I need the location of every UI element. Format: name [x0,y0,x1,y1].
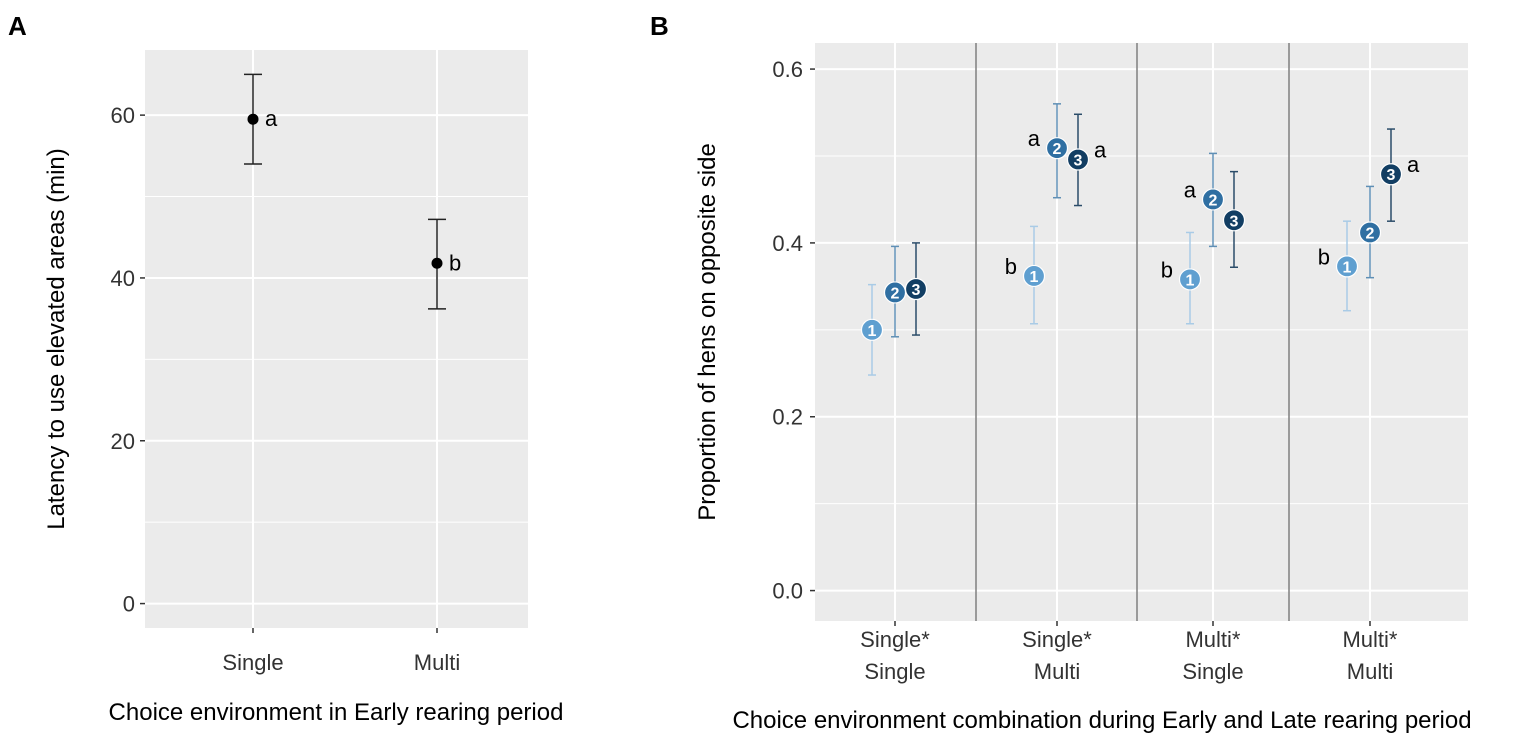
data-point-b-series-1 [860,318,884,341]
significance-letter-b: a [1407,152,1420,177]
data-point-b-series-3 [1222,209,1246,232]
data-point-b-series-3 [1379,163,1403,186]
significance-letter-b: b [1318,244,1330,269]
data-point-b-series-1 [1178,268,1202,291]
series-number-label-b: 1 [1343,259,1352,276]
data-point-b-series-1 [1022,264,1046,288]
x-tick-label-a: Single [222,650,283,675]
significance-letter-b: b [1161,257,1173,282]
series-number-label-b: 2 [1366,225,1375,242]
x-tick-label-b: Multi [1347,659,1393,684]
y-tick-label-a: 20 [111,429,135,454]
data-point-a [431,257,443,269]
x-axis-title-b: Choice environment combination during Ea… [732,707,1471,734]
y-tick-label-a: 40 [111,266,135,291]
data-point-b-series-2 [1358,221,1382,244]
significance-letter-a: b [449,250,461,275]
panel-label-b: B [650,11,669,41]
series-number-label-b: 2 [1209,192,1218,209]
series-number-label-b: 2 [891,285,900,302]
series-number-label-b: 3 [1074,152,1083,169]
series-number-label-b: 1 [1186,272,1195,289]
data-point-b-series-2 [1201,188,1225,211]
x-tick-label-b: Multi [1034,659,1080,684]
plot-panel-b [815,43,1468,621]
series-number-label-b: 3 [1387,167,1396,184]
data-point-b-series-3 [904,277,928,301]
series-number-label-b: 1 [868,323,877,340]
significance-letter-b: b [1005,254,1017,279]
series-number-label-b: 1 [1030,269,1039,286]
data-point-b-series-2 [1045,137,1069,160]
x-tick-label-b: Single* [860,627,930,652]
panel-label-a: A [8,11,27,41]
y-tick-label-b: 0.2 [772,405,803,430]
y-axis-title-b: Proportion of hens on opposite side [694,143,721,521]
data-point-a [247,113,259,125]
series-number-label-b: 2 [1053,141,1062,158]
y-tick-label-a: 60 [111,103,135,128]
x-tick-label-b: Single* [1022,627,1092,652]
x-tick-label-a: Multi [414,650,460,675]
x-tick-label-b: Multi* [1342,627,1397,652]
plot-panel-a [145,50,528,628]
y-axis-title-a: Latency to use elevated areas (min) [43,148,70,530]
y-tick-label-b: 0.6 [772,57,803,82]
data-point-b-series-1 [1335,255,1359,278]
y-tick-label-b: 0.0 [772,579,803,604]
significance-letter-a: a [265,106,278,131]
series-number-label-b: 3 [912,282,921,299]
series-number-label-b: 3 [1230,213,1239,230]
significance-letter-b: a [1094,137,1107,162]
x-tick-label-b: Multi* [1185,627,1240,652]
y-tick-label-b: 0.4 [772,231,803,256]
x-axis-title-a: Choice environment in Early rearing peri… [109,699,564,726]
x-tick-label-b: Single [1182,659,1243,684]
significance-letter-b: a [1028,126,1041,151]
x-tick-label-b: Single [864,659,925,684]
data-point-b-series-3 [1066,148,1090,171]
y-tick-label-a: 0 [123,592,135,617]
significance-letter-b: a [1184,177,1197,202]
